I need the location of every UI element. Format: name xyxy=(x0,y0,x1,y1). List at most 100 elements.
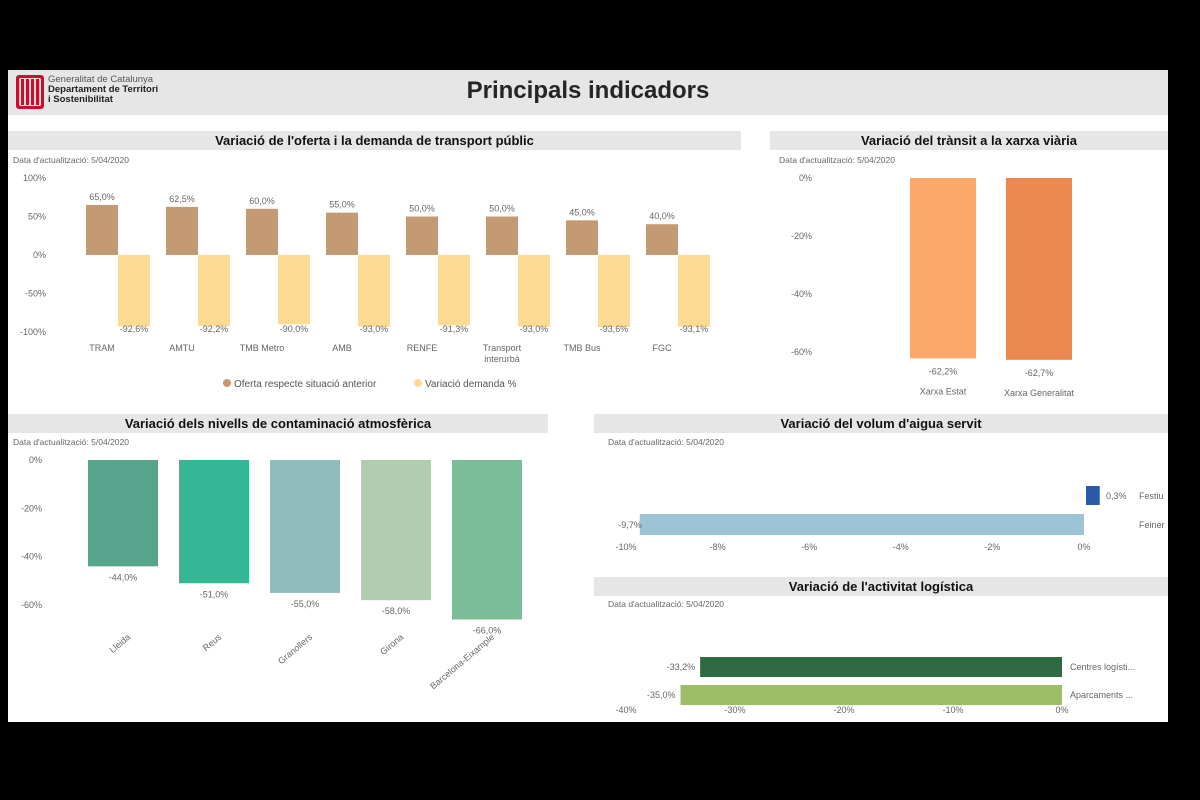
pollution-bar xyxy=(88,460,158,567)
x-category-label: AMB xyxy=(332,343,352,353)
x-category-label: interurbà xyxy=(484,354,520,364)
department-name-line1: Departament de Territori xyxy=(48,84,159,95)
x-category-label: Lleida xyxy=(107,632,132,655)
x-category-label: AMTU xyxy=(169,343,195,353)
department-name-line2: i Sostenibilitat xyxy=(48,94,113,105)
demanda-data-label: -92,2% xyxy=(200,324,229,334)
oferta-data-label: 50,0% xyxy=(409,204,435,214)
feiner-data-label: -9,7% xyxy=(618,520,642,530)
x-category-label: Xarxa Generalitat xyxy=(1004,388,1075,398)
transit-data-label: -62,2% xyxy=(929,366,958,376)
transport-chart-title: Variació de l'oferta i la demanda de tra… xyxy=(8,131,741,150)
pollution-data-label: -51,0% xyxy=(200,589,229,599)
pollution-chart-title: Variació dels nivells de contaminació at… xyxy=(8,414,548,433)
demanda-data-label: -93,6% xyxy=(600,324,629,334)
legend-demanda-label: Variació demanda % xyxy=(425,379,517,390)
logistics-chart: -40% -30% -20% -10% 0% -33,2% Centres logísti.… xyxy=(615,657,1135,715)
feiner-bar xyxy=(639,514,1084,535)
y-tick-label: -40% xyxy=(791,289,812,299)
header-bar: Generalitat de Catalunya Departament de … xyxy=(8,70,1168,115)
oferta-bar xyxy=(566,220,598,255)
transit-chart: 0% -20% -40% -60% -62,2% Xarxa Estat -62,7% Xar… xyxy=(791,173,1075,398)
x-tick-label: -10% xyxy=(942,705,963,715)
transit-data-label: -62,7% xyxy=(1025,368,1054,378)
festiu-data-label: 0,3% xyxy=(1106,491,1127,501)
oferta-bar xyxy=(326,212,358,255)
oferta-data-label: 60,0% xyxy=(249,196,275,206)
dashboard-panel: Generalitat de Catalunya Departament de … xyxy=(8,70,1168,722)
logistics-data-label: -35,0% xyxy=(647,690,676,700)
x-tick-label: -20% xyxy=(833,705,854,715)
transit-bar xyxy=(910,178,976,359)
oferta-data-label: 62,5% xyxy=(169,194,195,204)
y-tick-label: 50% xyxy=(28,212,46,222)
pollution-data-label: -58,0% xyxy=(382,606,411,616)
x-tick-label: 0% xyxy=(1055,705,1068,715)
x-tick-label: -30% xyxy=(724,705,745,715)
x-category-label: TMB Metro xyxy=(240,343,285,353)
pollution-update-date: Data d'actualització: 5/04/2020 xyxy=(13,437,129,447)
demanda-data-label: -90,0% xyxy=(280,324,309,334)
water-update-date: Data d'actualització: 5/04/2020 xyxy=(608,437,724,447)
y-tick-label: 0% xyxy=(29,455,42,465)
pollution-chart: 0% -20% -40% -60% -44,0% Lleida -51,0% Reus -55,… xyxy=(21,455,522,691)
page-title: Principals indicadors xyxy=(466,77,710,104)
feiner-category-label: Feiner xyxy=(1139,520,1165,530)
demanda-bar xyxy=(678,255,710,327)
x-category-label: FGC xyxy=(653,343,672,353)
y-tick-label: 0% xyxy=(33,250,46,260)
transit-chart-title: Variació del trànsit a la xarxa viària xyxy=(770,131,1168,150)
x-tick-label: -6% xyxy=(801,542,817,552)
demanda-bar xyxy=(438,255,470,326)
demanda-bar xyxy=(118,255,150,327)
x-category-label: Transport xyxy=(483,343,522,353)
logistics-update-date: Data d'actualització: 5/04/2020 xyxy=(608,599,724,609)
x-category-label: RENFE xyxy=(407,343,438,353)
logistics-chart-title: Variació de l'activitat logística xyxy=(594,577,1168,596)
pollution-bar xyxy=(361,460,431,601)
y-tick-label: -20% xyxy=(791,231,812,241)
logistics-bar xyxy=(700,657,1062,677)
demanda-bar xyxy=(358,255,390,327)
pollution-bar xyxy=(452,460,522,620)
transit-update-date: Data d'actualització: 5/04/2020 xyxy=(779,155,895,165)
y-tick-label: 0% xyxy=(799,173,812,183)
demanda-data-label: -93,0% xyxy=(360,324,389,334)
demanda-bar xyxy=(278,255,310,325)
x-tick-label: -8% xyxy=(710,542,726,552)
legend-oferta-label: Oferta respecte situació anterior xyxy=(234,379,377,390)
water-chart-title: Variació del volum d'aigua servit xyxy=(594,414,1168,433)
y-tick-label: -40% xyxy=(21,552,42,562)
festiu-bar xyxy=(1086,486,1100,505)
pollution-bar xyxy=(179,460,249,584)
y-tick-label: -100% xyxy=(20,327,46,337)
demanda-data-label: -93,1% xyxy=(680,324,709,334)
x-tick-label: -40% xyxy=(615,705,636,715)
oferta-bar xyxy=(246,208,278,255)
logistics-category-label: Aparcaments ... xyxy=(1070,690,1133,700)
y-tick-label: -50% xyxy=(25,289,46,299)
transport-update-date: Data d'actualització: 5/04/2020 xyxy=(13,155,129,165)
oferta-data-label: 40,0% xyxy=(649,211,675,221)
x-category-label: Reus xyxy=(201,632,224,653)
oferta-data-label: 55,0% xyxy=(329,200,355,210)
y-tick-label: -60% xyxy=(791,347,812,357)
demanda-data-label: -93,0% xyxy=(520,324,549,334)
demanda-bar xyxy=(598,255,630,328)
pollution-bar xyxy=(270,460,340,593)
x-tick-label: 0% xyxy=(1077,542,1090,552)
y-tick-label: 100% xyxy=(23,173,46,183)
x-tick-label: -2% xyxy=(984,542,1000,552)
logistics-bar xyxy=(680,685,1062,705)
pollution-data-label: -55,0% xyxy=(291,599,320,609)
oferta-bar xyxy=(166,206,198,255)
x-category-label: Girona xyxy=(378,632,405,657)
oferta-data-label: 50,0% xyxy=(489,204,515,214)
x-category-label: Xarxa Estat xyxy=(920,386,967,396)
demanda-data-label: -92,6% xyxy=(120,324,149,334)
oferta-bar xyxy=(86,204,118,255)
demanda-bar xyxy=(518,255,550,327)
legend-oferta-marker xyxy=(223,379,231,387)
oferta-bar xyxy=(486,216,518,255)
festiu-category-label: Festiu xyxy=(1139,491,1164,501)
